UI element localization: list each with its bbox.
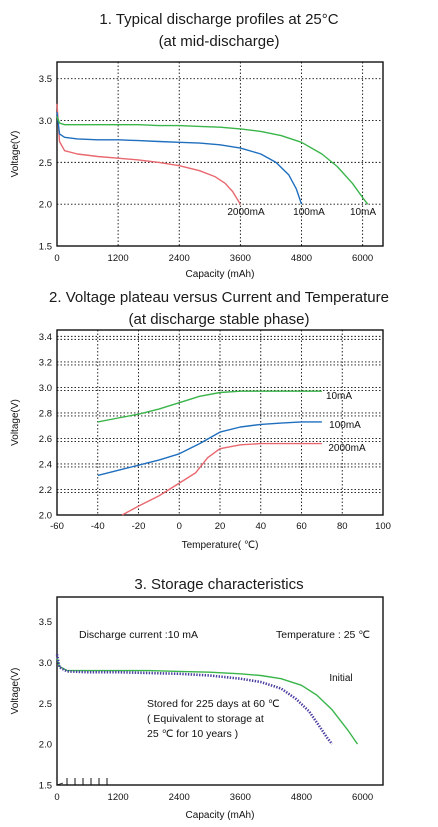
x-tick-label: 40 xyxy=(255,521,266,532)
chart-title: 1. Typical discharge profiles at 25°C xyxy=(99,11,338,28)
y-tick-label: 2.6 xyxy=(39,434,52,445)
series-label: 100mA xyxy=(293,207,325,218)
series-label: 2000mA xyxy=(227,207,265,218)
axis-tick-mark xyxy=(56,782,64,786)
x-axis-label: Capacity (mAh) xyxy=(186,269,255,280)
y-tick-label: 2.0 xyxy=(39,740,52,751)
x-tick-label: 6000 xyxy=(352,792,373,803)
x-tick-label: 1200 xyxy=(108,253,129,264)
x-tick-label: 4800 xyxy=(291,253,312,264)
series-line-2 xyxy=(55,653,334,745)
x-tick-label: -60 xyxy=(50,521,64,532)
y-tick-label: 1.5 xyxy=(39,242,52,253)
y-tick-label: 2.0 xyxy=(39,511,52,522)
chart-title: 2. Voltage plateau versus Current and Te… xyxy=(49,289,389,306)
series-label: 10mA xyxy=(350,207,376,218)
y-tick-label: 3.4 xyxy=(39,332,52,343)
annotation: Temperature : 25 ℃ xyxy=(276,629,370,641)
x-tick-label: 100 xyxy=(375,521,391,532)
y-tick-label: 1.5 xyxy=(39,781,52,792)
plot-frame xyxy=(56,596,384,786)
y-tick-label: 3.5 xyxy=(39,74,52,85)
series-line-1 xyxy=(97,390,322,423)
x-tick-label: 6000 xyxy=(352,253,373,264)
y-axis-label: Voltage(V) xyxy=(10,399,21,446)
y-tick-label: 2.2 xyxy=(39,485,52,496)
x-tick-label: 20 xyxy=(215,521,226,532)
series-line-1 xyxy=(56,103,241,205)
series-label: Initial xyxy=(329,673,352,684)
y-tick-label: 2.4 xyxy=(39,459,52,470)
series-line-3 xyxy=(56,116,369,205)
x-tick-label: 0 xyxy=(54,792,59,803)
annotation: ( Equivalent to storage at xyxy=(147,713,264,725)
y-tick-label: 3.2 xyxy=(39,357,52,368)
x-tick-label: 0 xyxy=(54,253,59,264)
plot-frame xyxy=(56,61,384,247)
x-tick-label: 80 xyxy=(337,521,348,532)
y-tick-label: 3.5 xyxy=(39,617,52,628)
x-tick-label: 0 xyxy=(177,521,182,532)
y-tick-label: 2.5 xyxy=(39,699,52,710)
series-line-3 xyxy=(121,442,322,516)
y-tick-label: 3.0 xyxy=(39,116,52,127)
x-axis-label: Temperature( ℃) xyxy=(182,540,259,551)
x-tick-label: -20 xyxy=(132,521,146,532)
plot-frame xyxy=(56,329,384,516)
x-tick-label: 2400 xyxy=(169,792,190,803)
chart-1: 1. Typical discharge profiles at 25°C (at… xyxy=(10,11,384,280)
annotation: Stored for 225 days at 60 ℃ xyxy=(147,698,280,710)
x-tick-label: 2400 xyxy=(169,253,190,264)
chart-title: 3. Storage characteristics xyxy=(134,576,303,593)
x-tick-label: 60 xyxy=(296,521,307,532)
series-line-1 xyxy=(56,658,359,745)
series-label: 2000mA xyxy=(328,443,366,454)
y-tick-label: 2.0 xyxy=(39,200,52,211)
x-tick-label: 1200 xyxy=(108,792,129,803)
chart-subtitle: (at mid-discharge) xyxy=(159,33,280,50)
x-tick-label: 4800 xyxy=(291,792,312,803)
annotation: Discharge current :10 mA xyxy=(79,629,198,641)
y-tick-label: 3.0 xyxy=(39,658,52,669)
x-tick-label: 3600 xyxy=(230,792,251,803)
chart-2: 2. Voltage plateau versus Current and Te… xyxy=(10,289,391,551)
series-line-2 xyxy=(97,421,322,477)
y-tick-label: 3.0 xyxy=(39,383,52,394)
y-tick-label: 2.5 xyxy=(39,158,52,169)
series-label: 100mA xyxy=(329,420,361,431)
x-tick-label: 3600 xyxy=(230,253,251,264)
chart-subtitle: (at discharge stable phase) xyxy=(129,311,310,328)
y-axis-label: Voltage(V) xyxy=(10,668,21,715)
series-label: 10mA xyxy=(326,391,352,402)
x-tick-label: -40 xyxy=(91,521,105,532)
series-line-2 xyxy=(56,112,303,205)
y-axis-label: Voltage(V) xyxy=(10,131,21,178)
y-tick-label: 2.8 xyxy=(39,408,52,419)
x-axis-label: Capacity (mAh) xyxy=(186,810,255,821)
annotation: 25 ℃ for 10 years ) xyxy=(147,728,238,740)
chart-3: 3. Storage characteristics 1.5 2.0 2.5 3.0 3.… xyxy=(10,576,384,821)
